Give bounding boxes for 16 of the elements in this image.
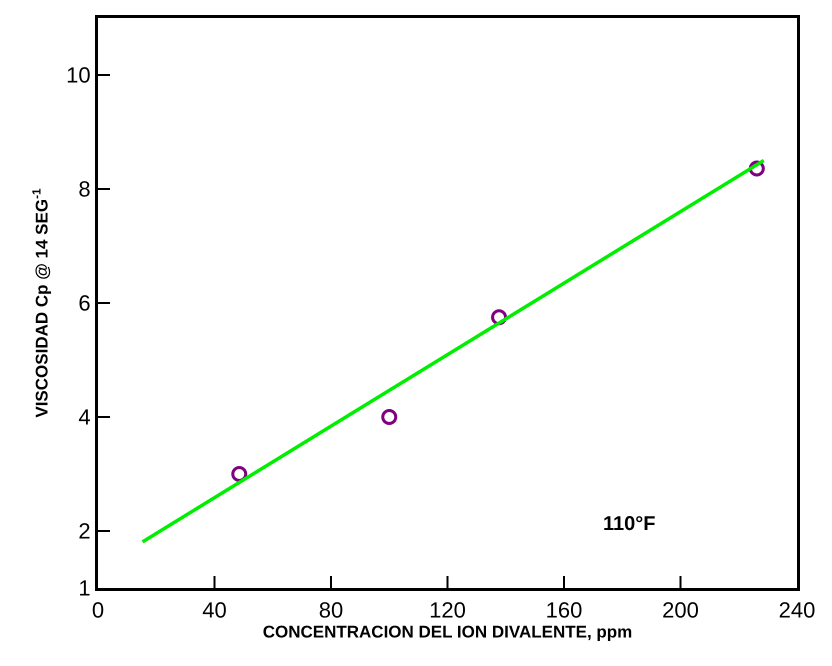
y-tick-label: 1 <box>78 576 91 601</box>
y-tick-label: 6 <box>78 290 91 316</box>
y-tick-label: 8 <box>78 176 91 202</box>
x-tick-label: 80 <box>318 597 344 622</box>
y-tick-label: 10 <box>66 62 91 88</box>
x-tick-label: 200 <box>662 597 699 622</box>
y-tick-label: 2 <box>78 518 91 544</box>
point <box>381 409 398 425</box>
y-tick-label: 4 <box>78 404 91 430</box>
x-tick-label: 40 <box>202 597 227 622</box>
annotation: 110°F <box>603 513 656 535</box>
x-tick-label: 240 <box>778 597 816 622</box>
x-axis-title: CONCENTRACION DEL ION DIVALENTE, ppm <box>262 622 632 642</box>
x-tick-label: 160 <box>546 597 582 622</box>
x-tick-label: 120 <box>429 597 466 622</box>
x-tick-label: 0 <box>92 597 104 622</box>
